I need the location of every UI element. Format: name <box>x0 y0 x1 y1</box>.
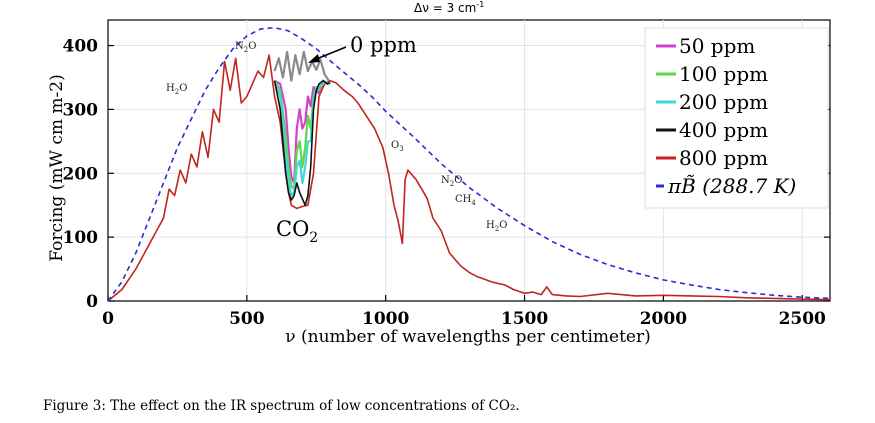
legend-label-ppm100: 100 ppm <box>679 62 768 86</box>
legend-label-ppm200: 200 ppm <box>679 90 768 114</box>
x-tick-labels: 0 500 1000 1500 2000 2500 <box>102 309 826 329</box>
legend: 50 ppm 100 ppm 200 ppm 400 ppm 800 ppm πB̃ (2… <box>644 27 829 209</box>
annotation-n2o-left: N2O <box>235 41 256 54</box>
x-tick-label: 2000 <box>640 309 687 329</box>
series-line-ppm100 <box>273 79 331 191</box>
y-tick-label: 0 <box>86 292 98 312</box>
plot-frame <box>107 19 831 302</box>
figure-caption: Figure 3: The effect on the IR spectrum … <box>43 398 520 414</box>
annotation-n2o-right: N2O <box>441 175 462 188</box>
y-tick-label: 200 <box>63 164 99 184</box>
series-line-ppm50 <box>274 79 331 184</box>
legend-label-ppm50: 50 ppm <box>679 34 755 58</box>
annotation-0ppm: 0 ppm <box>350 33 417 57</box>
annotation-o3: O3 <box>391 140 404 153</box>
legend-label-ppm400: 400 ppm <box>679 118 768 142</box>
resolution-label: Δν = 3 cm-1 <box>414 0 484 15</box>
x-tick-label: 1000 <box>362 309 409 329</box>
x-axis-label: ν (number of wavelengths per centimeter) <box>285 327 650 347</box>
annotation-h2o-right: H2O <box>486 220 507 233</box>
series-layer <box>107 26 831 302</box>
series-line-ppm0 <box>273 50 330 82</box>
annotation-co2: CO2 <box>276 217 318 246</box>
y-tick-labels: 0 100 200 300 400 <box>63 37 99 312</box>
y-tick-label: 400 <box>63 37 99 57</box>
legend-box <box>644 27 829 209</box>
annotation-h2o-left: H2O <box>166 83 187 96</box>
series-line-ppm800 <box>107 54 831 302</box>
series-line-ppm200 <box>273 79 331 197</box>
forcing-spectrum-chart: 0 500 1000 1500 2000 2500 0 100 200 300 400 Δν = … <box>47 0 831 347</box>
x-tick-label: 0 <box>102 309 114 329</box>
x-tick-label: 1500 <box>501 309 548 329</box>
series-line-planck <box>107 26 831 302</box>
legend-label-ppm800: 800 ppm <box>679 146 768 170</box>
annotation-ch4: CH4 <box>455 194 476 207</box>
series-line-ppm400 <box>273 79 331 206</box>
x-tick-label: 2500 <box>779 309 826 329</box>
annotation-arrow <box>308 46 347 63</box>
y-tick-label: 100 <box>63 228 99 248</box>
y-tick-label: 300 <box>63 100 99 120</box>
legend-label-planck: πB̃ (288.7 K) <box>667 174 796 198</box>
y-axis-label: Forcing (mW cm m-2) <box>47 74 67 261</box>
x-tick-label: 500 <box>229 309 265 329</box>
